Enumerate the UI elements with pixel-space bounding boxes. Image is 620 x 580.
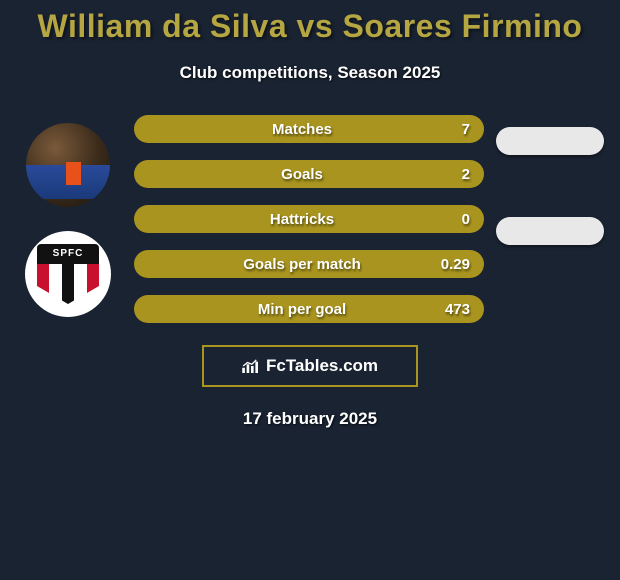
stat-value: 0	[428, 211, 470, 228]
stat-value: 473	[428, 301, 470, 318]
stat-bar: Goals 2	[134, 160, 484, 188]
stat-label: Matches	[176, 121, 428, 138]
stat-bar: Hattricks 0	[134, 205, 484, 233]
stat-bar: Min per goal 473	[134, 295, 484, 323]
right-column	[496, 115, 612, 323]
badge-label: SPFC	[37, 244, 99, 264]
stat-label: Goals	[176, 166, 428, 183]
shield-icon: SPFC	[37, 240, 99, 308]
stat-bar: Goals per match 0.29	[134, 250, 484, 278]
page-title: William da Silva vs Soares Firmino	[0, 0, 620, 45]
date-label: 17 february 2025	[0, 409, 620, 429]
comparison-content: SPFC Matches 7 Goals 2 Hattricks 0	[0, 115, 620, 323]
subtitle: Club competitions, Season 2025	[0, 63, 620, 83]
pill-spacer	[496, 172, 604, 200]
team-badge: SPFC	[25, 231, 111, 317]
player-avatar	[26, 123, 110, 207]
stat-bar: Matches 7	[134, 115, 484, 143]
opponent-pill	[496, 217, 604, 245]
left-column: SPFC	[8, 115, 128, 323]
stat-label: Hattricks	[176, 211, 428, 228]
chart-icon	[242, 359, 260, 373]
brand-label: FcTables.com	[266, 356, 378, 376]
stat-value: 0.29	[428, 256, 470, 273]
stat-value: 7	[428, 121, 470, 138]
stat-label: Min per goal	[176, 301, 428, 318]
stat-label: Goals per match	[176, 256, 428, 273]
stat-value: 2	[428, 166, 470, 183]
brand-box[interactable]: FcTables.com	[202, 345, 418, 387]
opponent-pill	[496, 127, 604, 155]
shield-stripes	[37, 264, 99, 304]
stats-bars: Matches 7 Goals 2 Hattricks 0 Goals per …	[128, 115, 496, 323]
